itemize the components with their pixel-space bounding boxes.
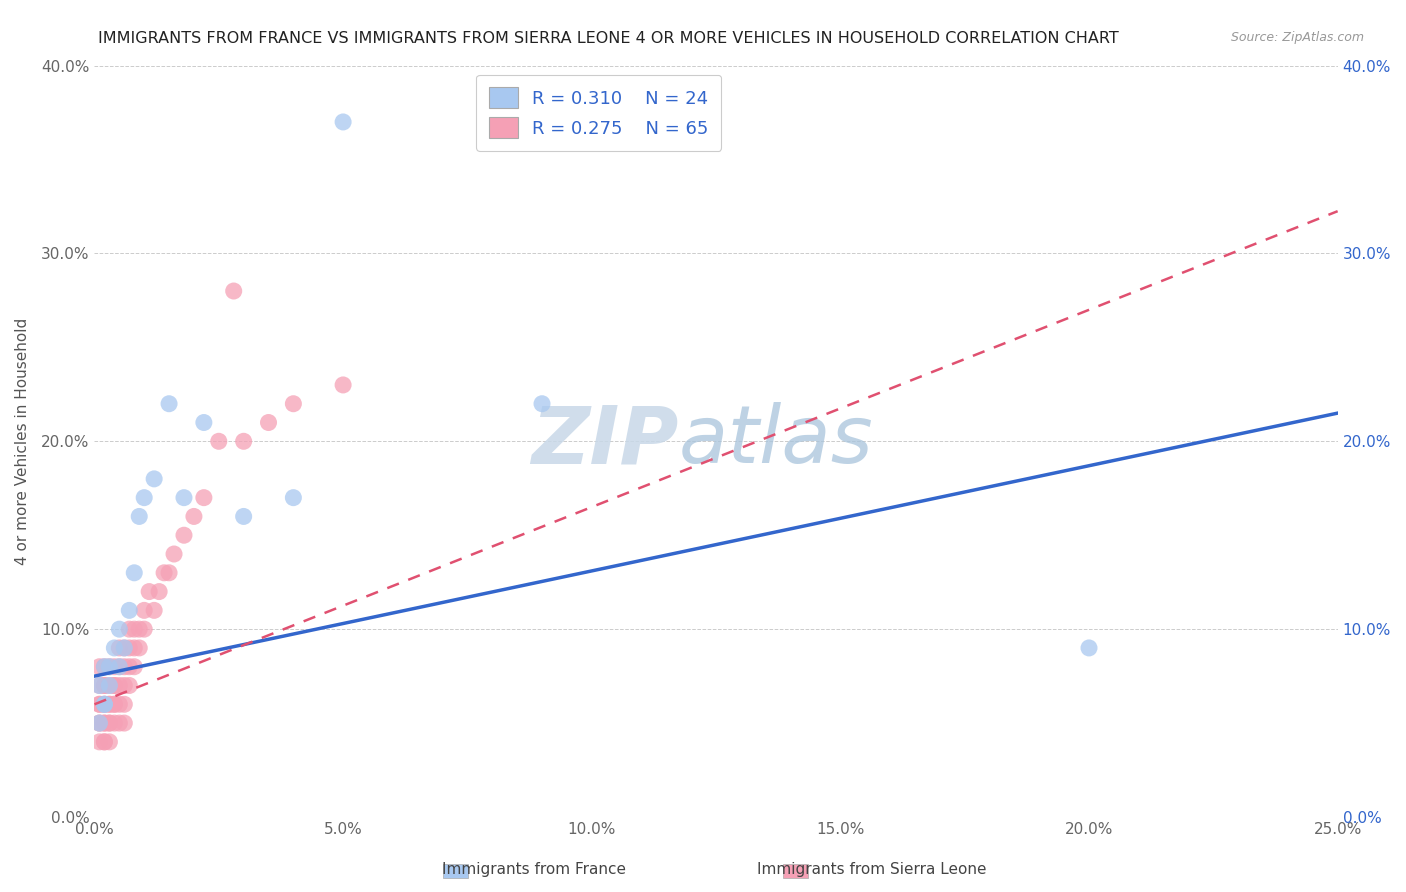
Point	[103, 640, 125, 655]
Point	[128, 509, 150, 524]
Point	[108, 716, 131, 731]
Point	[103, 679, 125, 693]
Point	[93, 679, 115, 693]
Point	[128, 640, 150, 655]
Text: Immigrants from France: Immigrants from France	[443, 863, 626, 877]
Text: Immigrants from Sierra Leone: Immigrants from Sierra Leone	[756, 863, 987, 877]
Point	[332, 378, 354, 392]
Point	[118, 603, 141, 617]
Point	[1078, 640, 1101, 655]
Point	[89, 679, 111, 693]
Point	[112, 640, 135, 655]
Text: ZIP: ZIP	[531, 402, 679, 480]
Point	[103, 679, 125, 693]
Text: IMMIGRANTS FROM FRANCE VS IMMIGRANTS FROM SIERRA LEONE 4 OR MORE VEHICLES IN HOU: IMMIGRANTS FROM FRANCE VS IMMIGRANTS FRO…	[98, 31, 1119, 46]
Point	[232, 434, 254, 449]
Point	[157, 397, 180, 411]
Point	[257, 416, 280, 430]
Point	[530, 397, 553, 411]
Point	[143, 603, 166, 617]
Point	[193, 416, 215, 430]
Point	[98, 659, 121, 673]
Point	[332, 115, 354, 129]
Point	[108, 659, 131, 673]
Point	[98, 679, 121, 693]
Point	[89, 679, 111, 693]
Text: atlas: atlas	[679, 402, 873, 480]
Point	[93, 659, 115, 673]
Point	[98, 679, 121, 693]
Point	[89, 716, 111, 731]
Point	[134, 603, 156, 617]
Point	[112, 679, 135, 693]
Point	[143, 472, 166, 486]
Point	[103, 659, 125, 673]
Point	[283, 491, 305, 505]
Point	[108, 679, 131, 693]
Point	[89, 698, 111, 712]
Point	[93, 716, 115, 731]
Point	[134, 491, 156, 505]
Point	[118, 640, 141, 655]
Point	[98, 698, 121, 712]
Point	[173, 528, 195, 542]
Point	[128, 622, 150, 636]
Point	[98, 735, 121, 749]
Point	[112, 716, 135, 731]
Point	[283, 397, 305, 411]
Legend: R = 0.310    N = 24, R = 0.275    N = 65: R = 0.310 N = 24, R = 0.275 N = 65	[477, 75, 721, 151]
Point	[93, 735, 115, 749]
Point	[112, 640, 135, 655]
Point	[89, 698, 111, 712]
Point	[122, 622, 145, 636]
Point	[103, 698, 125, 712]
Point	[153, 566, 176, 580]
Point	[112, 698, 135, 712]
Y-axis label: 4 or more Vehicles in Household: 4 or more Vehicles in Household	[15, 318, 30, 565]
Point	[148, 584, 170, 599]
Point	[93, 698, 115, 712]
Point	[122, 640, 145, 655]
Point	[93, 698, 115, 712]
Point	[98, 659, 121, 673]
Point	[89, 716, 111, 731]
Point	[108, 659, 131, 673]
Point	[98, 716, 121, 731]
Point	[118, 659, 141, 673]
Point	[98, 716, 121, 731]
Point	[108, 698, 131, 712]
Point	[183, 509, 205, 524]
Point	[93, 735, 115, 749]
Point	[163, 547, 186, 561]
Point	[122, 659, 145, 673]
Point	[232, 509, 254, 524]
Point	[138, 584, 160, 599]
Point	[89, 659, 111, 673]
Point	[93, 659, 115, 673]
Point	[93, 679, 115, 693]
Point	[108, 622, 131, 636]
Point	[173, 491, 195, 505]
Point	[222, 284, 245, 298]
Point	[98, 698, 121, 712]
Point	[89, 716, 111, 731]
Point	[157, 566, 180, 580]
Point	[103, 716, 125, 731]
Point	[134, 622, 156, 636]
Point	[112, 659, 135, 673]
Point	[193, 491, 215, 505]
Point	[118, 622, 141, 636]
Point	[118, 679, 141, 693]
Point	[122, 566, 145, 580]
Text: Source: ZipAtlas.com: Source: ZipAtlas.com	[1230, 31, 1364, 45]
Point	[208, 434, 231, 449]
Point	[103, 698, 125, 712]
Point	[108, 640, 131, 655]
Point	[89, 735, 111, 749]
Point	[93, 698, 115, 712]
Point	[93, 698, 115, 712]
Point	[93, 716, 115, 731]
